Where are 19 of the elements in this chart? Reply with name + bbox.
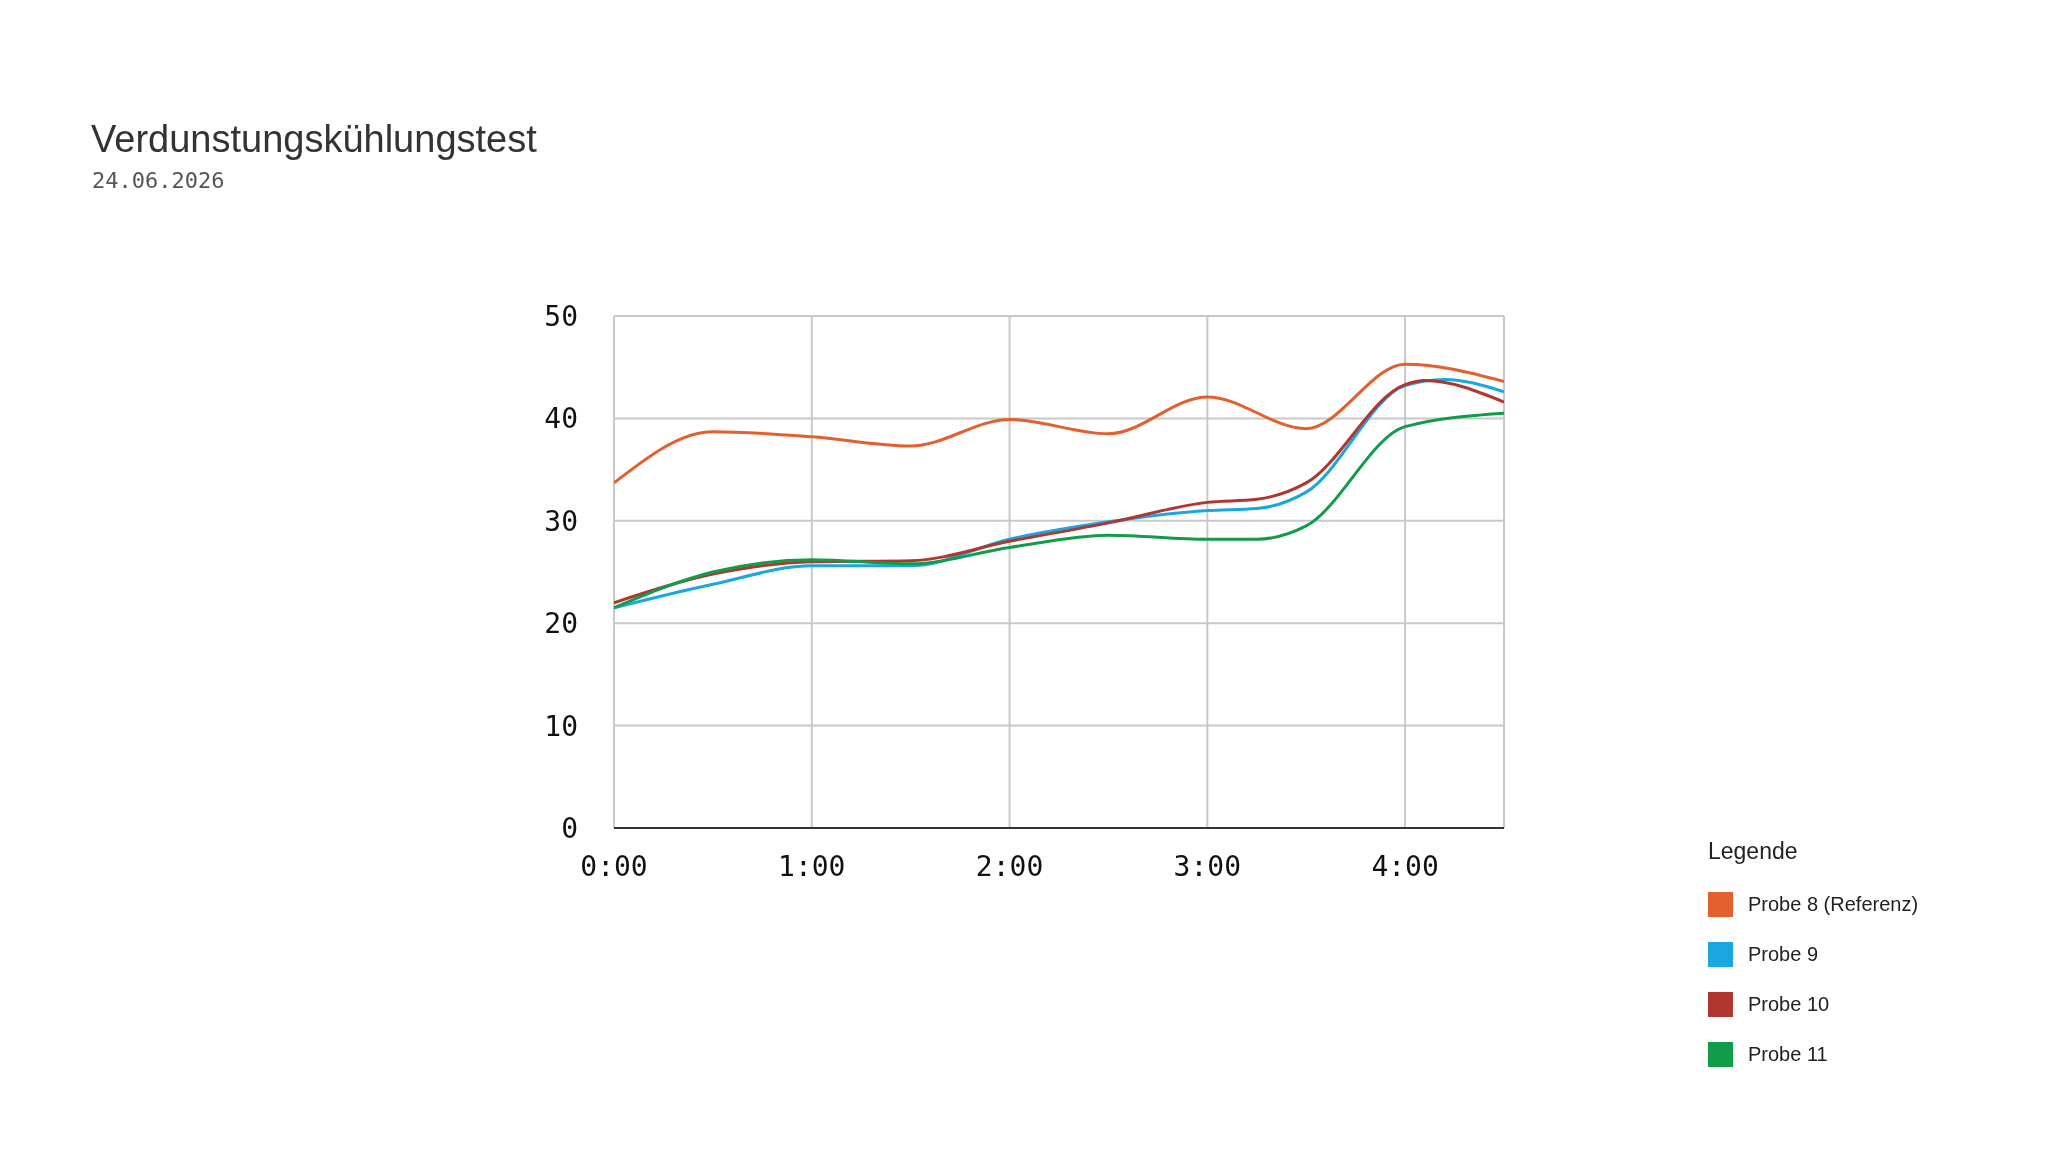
legend-label: Probe 9 — [1748, 942, 1819, 966]
chart-title: Verdunstungskühlungstest — [91, 118, 537, 161]
y-tick-label: 20 — [544, 607, 578, 641]
y-tick-label: 0 — [561, 811, 578, 845]
y-tick-label: 10 — [544, 709, 578, 743]
legend-label: Probe 8 (Referenz) — [1748, 892, 1919, 916]
y-tick-label: 30 — [544, 504, 578, 538]
y-tick-label: 40 — [544, 402, 578, 436]
line-series — [614, 362, 1504, 485]
x-tick-label: 0:00 — [580, 849, 648, 883]
y-tick-label: 50 — [544, 299, 578, 333]
legend-label: Probe 10 — [1748, 992, 1830, 1016]
legend-title: Legende — [1708, 838, 1799, 865]
x-tick-label: 4:00 — [1371, 849, 1439, 883]
x-tick-label: 3:00 — [1173, 849, 1242, 883]
text: 24.06.2026 — [92, 168, 225, 193]
legend-label: Probe 11 — [1748, 1042, 1828, 1066]
x-tick-label: 2:00 — [975, 849, 1044, 883]
x-tick-label: 1:00 — [778, 849, 846, 883]
